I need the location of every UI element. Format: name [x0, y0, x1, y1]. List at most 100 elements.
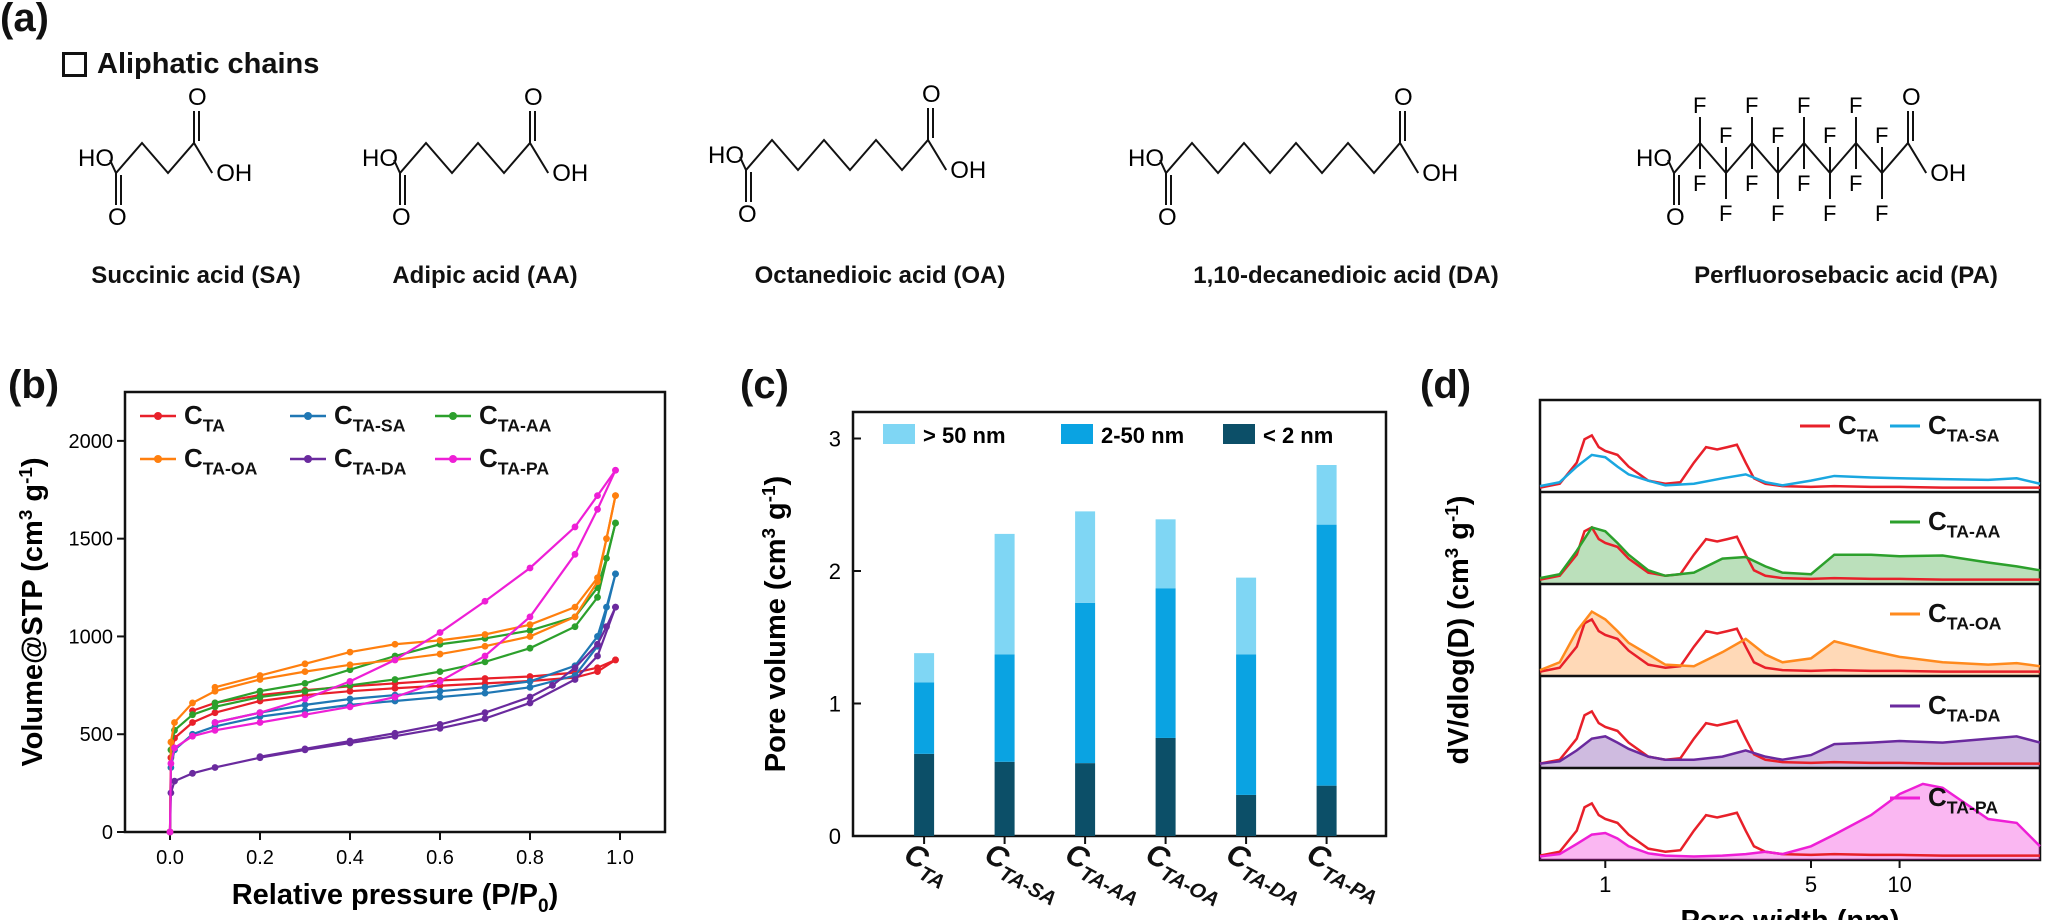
data-point	[436, 687, 444, 695]
molecule-name-da: 1,10-decanedioic acid (DA)	[1193, 262, 1499, 289]
isotherm-chart: 0.0 0.2 0.4 0.6 0.8 1.0 0 500 1000 1500 2000 Relati…	[15, 390, 667, 917]
carbon-chain-bonds	[1667, 141, 1928, 175]
section-header: Aliphatic chains	[62, 48, 319, 81]
bar-segment	[1316, 465, 1337, 525]
desorption-line-ta-oa	[214, 495, 617, 689]
data-point	[603, 623, 610, 631]
data-point	[211, 709, 219, 717]
bar-segment	[1236, 577, 1257, 655]
carbon-chain-bonds	[109, 141, 214, 175]
bar-segment	[1075, 602, 1096, 764]
y-axis-label: Volume@STP (cm3 g-1)	[15, 457, 49, 766]
data-point	[436, 678, 444, 685]
data-point	[436, 668, 444, 676]
x-tick-label: CTA-AA	[1057, 837, 1149, 911]
data-point	[346, 648, 354, 656]
data-point	[436, 693, 444, 701]
x-tick-label: 1.0	[606, 847, 634, 869]
legend-label: CTA-SA	[1928, 410, 2000, 445]
atom-label-o: O	[1902, 84, 1921, 111]
atom-label-f: F	[1719, 123, 1732, 148]
legend-label: CTA-OA	[184, 443, 258, 478]
data-point	[346, 703, 354, 711]
pore-line-ta-oa	[1539, 609, 2041, 672]
pore-size-chart: CTA CTA-SA CTA-AA CTA-OA CTA-DA CTA-PA 1 5 10 Por…	[1441, 398, 2042, 920]
atom-label-f: F	[1849, 171, 1862, 196]
atom-label-f: F	[1875, 201, 1888, 226]
atom-label-f: F	[1823, 201, 1836, 226]
legend-marker	[304, 412, 312, 420]
atom-label-oh: OH	[950, 157, 986, 184]
data-point	[301, 745, 309, 753]
data-point	[171, 744, 178, 752]
data-point	[189, 732, 196, 740]
adsorption-line-ta-da	[168, 606, 617, 833]
atom-label-f: F	[1693, 93, 1706, 118]
data-point	[571, 523, 579, 531]
atom-label-f: F	[1745, 171, 1758, 196]
legend-swatch	[883, 424, 915, 444]
panel-label-a: (a)	[0, 0, 49, 40]
x-tick-label: CTA-OA	[1137, 837, 1230, 912]
data-point	[391, 729, 399, 737]
data-point	[256, 672, 264, 679]
data-point	[436, 636, 444, 644]
data-point	[526, 621, 534, 629]
atom-label-f: F	[1771, 123, 1784, 148]
x-axis-label: Relative pressure (P/P0)	[232, 879, 559, 917]
bar-segment	[1155, 588, 1176, 738]
data-point	[346, 737, 354, 745]
data-point	[171, 719, 178, 726]
atom-label-oh: OH	[1422, 160, 1458, 187]
legend-label: > 50 nm	[923, 423, 1006, 448]
data-point	[594, 633, 601, 640]
data-point	[612, 603, 619, 611]
data-point	[391, 693, 399, 701]
y-tick-label: 500	[80, 724, 113, 746]
checkbox-icon	[62, 52, 87, 77]
pore-line-ta-aa	[1539, 525, 2041, 580]
y-tick-label: 1	[829, 692, 841, 717]
x-tick-label: CTA-PA	[1298, 837, 1388, 910]
data-point	[571, 613, 579, 621]
data-point	[594, 593, 601, 601]
plot-frame	[1538, 398, 2042, 862]
data-point	[436, 650, 444, 658]
atom-label-f: F	[1771, 201, 1784, 226]
data-point	[346, 687, 354, 695]
legend-label: CTA-PA	[1928, 782, 1998, 817]
adsorption-line-ta-oa	[168, 495, 617, 833]
legend-label: CTA-PA	[479, 443, 549, 478]
data-point	[346, 661, 354, 669]
pore-line-ta-sa	[1539, 453, 2041, 488]
molecule-name-oa: Octanedioic acid (OA)	[754, 262, 1006, 289]
y-tick-label: 2	[829, 559, 841, 584]
atom-label-oh: OH	[1930, 160, 1966, 187]
bar-segment	[1075, 511, 1096, 603]
data-point	[391, 684, 399, 692]
data-point	[167, 738, 175, 746]
atom-label-o: O	[392, 204, 411, 231]
atom-label-ho: HO	[1636, 145, 1672, 172]
data-point	[603, 554, 610, 562]
data-point	[301, 701, 309, 709]
desorption-line-ta-sa	[214, 573, 617, 724]
data-point	[481, 642, 489, 650]
section-header-text: Aliphatic chains	[97, 48, 320, 80]
data-point	[301, 679, 309, 687]
data-point	[391, 656, 399, 664]
molecule-name-aa: Adipic acid (AA)	[392, 262, 578, 289]
pore-volume-chart: 0 1 2 3 Pore volume (cm3 g-1) CTA CTA-SACTA-AA…	[758, 410, 1388, 912]
data-point	[612, 656, 619, 664]
atom-label-f: F	[1745, 93, 1758, 118]
legend-marker	[304, 455, 312, 463]
bar-segment	[994, 761, 1015, 836]
atom-label-ho: HO	[1128, 145, 1164, 172]
data-point	[571, 664, 579, 672]
y-tick-label: 1000	[69, 626, 114, 648]
pore-line-ta-da	[1539, 735, 2041, 765]
area-fill	[1540, 783, 2040, 860]
legend-marker	[154, 412, 162, 420]
plot-frame	[123, 390, 667, 834]
atom-label-f: F	[1719, 201, 1732, 226]
